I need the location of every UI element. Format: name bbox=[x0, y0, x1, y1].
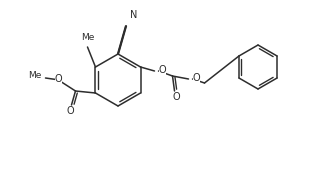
Text: N: N bbox=[130, 10, 137, 20]
Text: Me: Me bbox=[81, 33, 94, 42]
Text: Me: Me bbox=[28, 72, 41, 81]
Text: O: O bbox=[67, 106, 74, 116]
Text: O: O bbox=[173, 92, 180, 102]
Text: O: O bbox=[193, 73, 200, 83]
Text: O: O bbox=[55, 74, 62, 84]
Text: O: O bbox=[158, 65, 166, 75]
